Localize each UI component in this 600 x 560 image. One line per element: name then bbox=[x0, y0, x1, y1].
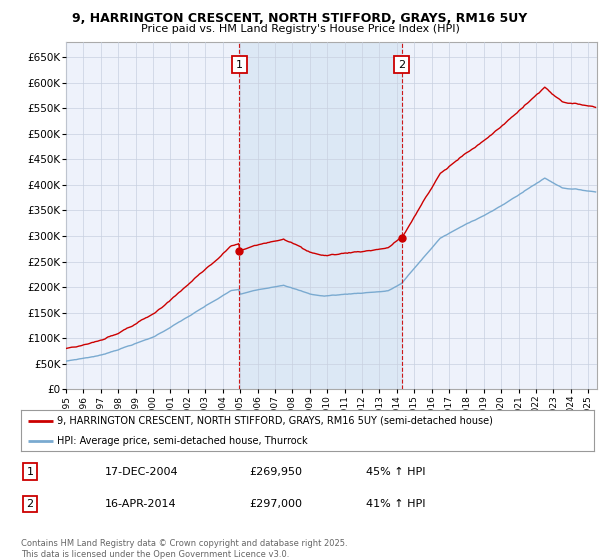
Text: 16-APR-2014: 16-APR-2014 bbox=[105, 499, 176, 509]
Text: 1: 1 bbox=[26, 466, 34, 477]
Text: 45% ↑ HPI: 45% ↑ HPI bbox=[366, 466, 425, 477]
Text: 2: 2 bbox=[398, 59, 406, 69]
Text: 41% ↑ HPI: 41% ↑ HPI bbox=[366, 499, 425, 509]
Text: HPI: Average price, semi-detached house, Thurrock: HPI: Average price, semi-detached house,… bbox=[57, 436, 308, 446]
Text: Price paid vs. HM Land Registry's House Price Index (HPI): Price paid vs. HM Land Registry's House … bbox=[140, 24, 460, 34]
Text: 17-DEC-2004: 17-DEC-2004 bbox=[105, 466, 179, 477]
Bar bbox=[239, 42, 402, 389]
Text: 9, HARRINGTON CRESCENT, NORTH STIFFORD, GRAYS, RM16 5UY: 9, HARRINGTON CRESCENT, NORTH STIFFORD, … bbox=[73, 12, 527, 25]
Text: 2: 2 bbox=[26, 499, 34, 509]
Text: Contains HM Land Registry data © Crown copyright and database right 2025.
This d: Contains HM Land Registry data © Crown c… bbox=[21, 539, 347, 559]
Text: 1: 1 bbox=[236, 59, 243, 69]
Text: £297,000: £297,000 bbox=[249, 499, 302, 509]
Text: £269,950: £269,950 bbox=[249, 466, 302, 477]
Text: 9, HARRINGTON CRESCENT, NORTH STIFFORD, GRAYS, RM16 5UY (semi-detached house): 9, HARRINGTON CRESCENT, NORTH STIFFORD, … bbox=[57, 416, 493, 426]
